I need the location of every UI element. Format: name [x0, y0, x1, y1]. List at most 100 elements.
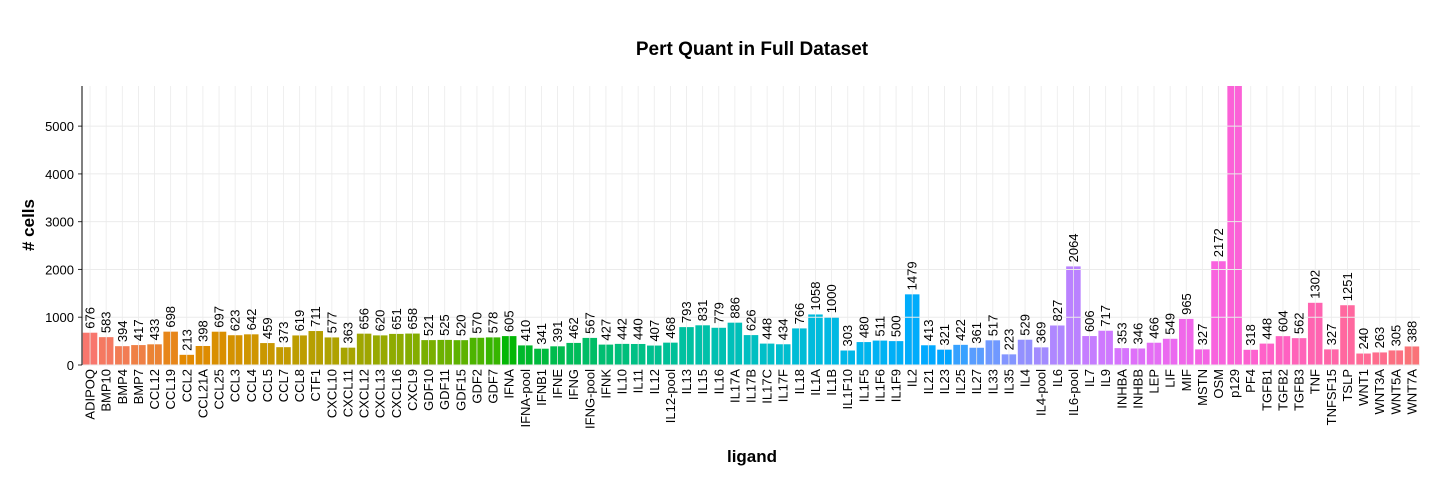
x-tick-label: IL1B	[824, 369, 839, 396]
x-tick-label: BMP4	[115, 369, 130, 404]
x-tick-label: LEP	[1147, 369, 1162, 394]
x-tick-label: WNT3A	[1372, 369, 1387, 415]
value-label: 369	[1034, 322, 1049, 344]
x-tick-label: INHBB	[1130, 369, 1145, 409]
x-tick-label: WNT7A	[1404, 369, 1419, 415]
value-label: 433	[147, 319, 162, 341]
x-tick-label: IL13	[679, 369, 694, 394]
x-tick-label: CXCL10	[324, 369, 339, 418]
value-label: 717	[1098, 305, 1113, 327]
value-label: 353	[1114, 322, 1129, 344]
x-tick-label: IL1F6	[872, 369, 887, 402]
chart-title: Pert Quant in Full Dataset	[636, 39, 869, 60]
value-label: 440	[631, 318, 646, 340]
x-tick-label: IL1A	[808, 369, 823, 396]
x-tick-label: CCL25	[212, 369, 227, 409]
x-tick-label: IL10	[615, 369, 630, 394]
value-label: 697	[212, 306, 227, 328]
x-tick-label: IL25	[953, 369, 968, 394]
x-tick-label: IL21	[921, 369, 936, 394]
value-label: 466	[1147, 317, 1162, 339]
value-label: 442	[615, 318, 630, 340]
value-label: 626	[744, 309, 759, 331]
x-tick-label: IL17F	[776, 369, 791, 402]
value-label: 698	[163, 306, 178, 328]
value-label: 427	[598, 319, 613, 341]
value-label: 620	[373, 310, 388, 332]
value-label: 398	[195, 320, 210, 342]
value-label: 303	[840, 325, 855, 347]
x-tick-label: IL6-pool	[1066, 369, 1081, 416]
value-label: 965	[1179, 293, 1194, 315]
value-label: 521	[421, 314, 436, 336]
x-tick-label: IL1F5	[856, 369, 871, 402]
x-tick-label: IL9	[1098, 369, 1113, 387]
value-label: 766	[792, 303, 807, 325]
x-tick-label: IL17A	[727, 369, 742, 403]
x-tick-label: CCL8	[292, 369, 307, 402]
x-tick-label: CXCL13	[373, 369, 388, 418]
x-tick-label: GDF10	[421, 369, 436, 411]
x-tick-label: CTF1	[308, 369, 323, 402]
value-label: 583	[99, 311, 114, 333]
x-tick-label: IFNA-pool	[518, 369, 533, 428]
x-tick-label: IL4-pool	[1034, 369, 1049, 416]
value-label: 2064	[1066, 233, 1081, 262]
value-label: 500	[889, 315, 904, 337]
x-tick-label: IL6	[1050, 369, 1065, 387]
value-label: 459	[260, 317, 275, 339]
value-label: 391	[550, 321, 565, 343]
value-label: 341	[534, 323, 549, 345]
value-label: 1251	[1340, 272, 1355, 301]
x-tick-label: IL2	[905, 369, 920, 387]
value-label: 779	[711, 302, 726, 324]
value-label: 658	[405, 308, 420, 330]
y-tick-label: 4000	[45, 167, 74, 182]
x-tick-label: GDF15	[453, 369, 468, 411]
value-label: 388	[1404, 321, 1419, 343]
value-label: 422	[953, 319, 968, 341]
value-label: 327	[1195, 324, 1210, 346]
x-tick-label: CXCL11	[340, 369, 355, 417]
value-label: 327	[1324, 324, 1339, 346]
x-tick-label: CCL19	[163, 369, 178, 409]
value-label: 1058	[808, 282, 823, 311]
x-tick-label: MIF	[1179, 369, 1194, 391]
x-tick-label: TNFSF15	[1324, 369, 1339, 425]
value-label: 793	[679, 301, 694, 323]
value-label: 240	[1356, 328, 1371, 350]
x-tick-label: MSTN	[1195, 369, 1210, 406]
x-tick-label: CCL12	[147, 369, 162, 409]
x-tick-label: IL17B	[744, 369, 759, 403]
x-tick-label: CCL7	[276, 369, 291, 402]
value-label: 578	[486, 312, 501, 334]
x-tick-label: WNT5A	[1388, 369, 1403, 415]
y-tick-label: 0	[67, 358, 74, 373]
value-label: 363	[340, 322, 355, 344]
value-label: 886	[727, 297, 742, 319]
y-axis-label: # cells	[19, 199, 38, 251]
value-label: 417	[131, 319, 146, 341]
x-tick-label: GDF2	[469, 369, 484, 404]
value-label: 520	[453, 314, 468, 336]
x-tick-label: IFNK	[598, 369, 613, 399]
value-label: 1302	[1308, 270, 1323, 299]
value-label: 604	[1275, 310, 1290, 332]
y-tick-label: 3000	[45, 215, 74, 230]
value-label: 2172	[1211, 228, 1226, 257]
value-label: 468	[663, 317, 678, 339]
x-tick-label: IL11	[631, 369, 646, 393]
value-label: 577	[324, 312, 339, 334]
value-label: 517	[985, 315, 1000, 337]
value-label: 525	[437, 314, 452, 336]
value-label: 223	[1001, 329, 1016, 351]
value-label: 606	[1082, 310, 1097, 332]
value-label: 623	[228, 310, 243, 332]
value-label: 413	[921, 320, 936, 342]
x-tick-label: CCL21A	[195, 369, 210, 418]
value-label: 529	[1018, 314, 1033, 336]
value-label: 549	[1163, 313, 1178, 335]
x-tick-label: IFNA	[502, 369, 517, 399]
x-tick-label: CXCL9	[405, 369, 420, 411]
